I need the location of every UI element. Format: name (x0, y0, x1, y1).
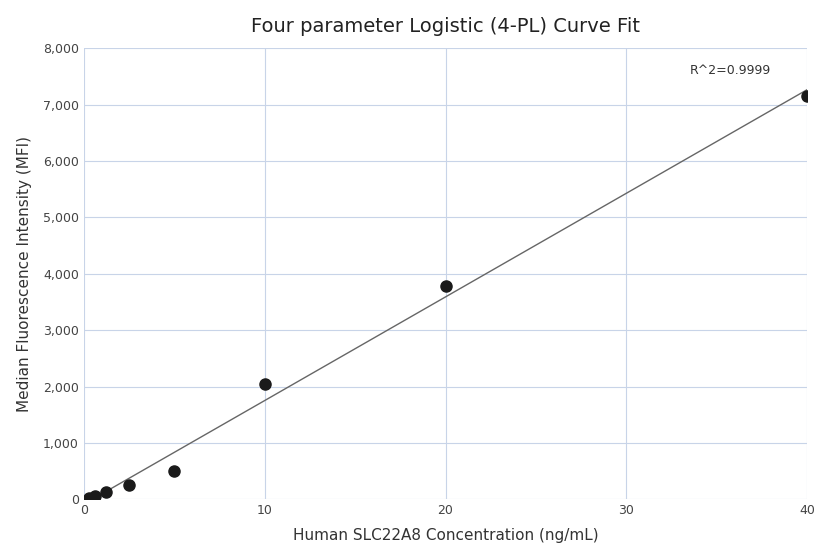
Point (167, 466, 181, 475)
Point (258, 380, 271, 389)
Title: Four parameter Logistic (4-PL) Curve Fit: Four parameter Logistic (4-PL) Curve Fit (251, 17, 640, 36)
Point (88, 491, 102, 500)
Y-axis label: Median Fluorescence Intensity (MFI): Median Fluorescence Intensity (MFI) (17, 136, 32, 412)
Point (438, 282, 452, 291)
Point (100, 488, 113, 497)
Point (800, 92, 814, 101)
Point (82, 493, 96, 502)
Point (122, 481, 136, 490)
Text: R^2=0.9999: R^2=0.9999 (690, 64, 771, 77)
X-axis label: Human SLC22A8 Concentration (ng/mL): Human SLC22A8 Concentration (ng/mL) (293, 528, 598, 543)
